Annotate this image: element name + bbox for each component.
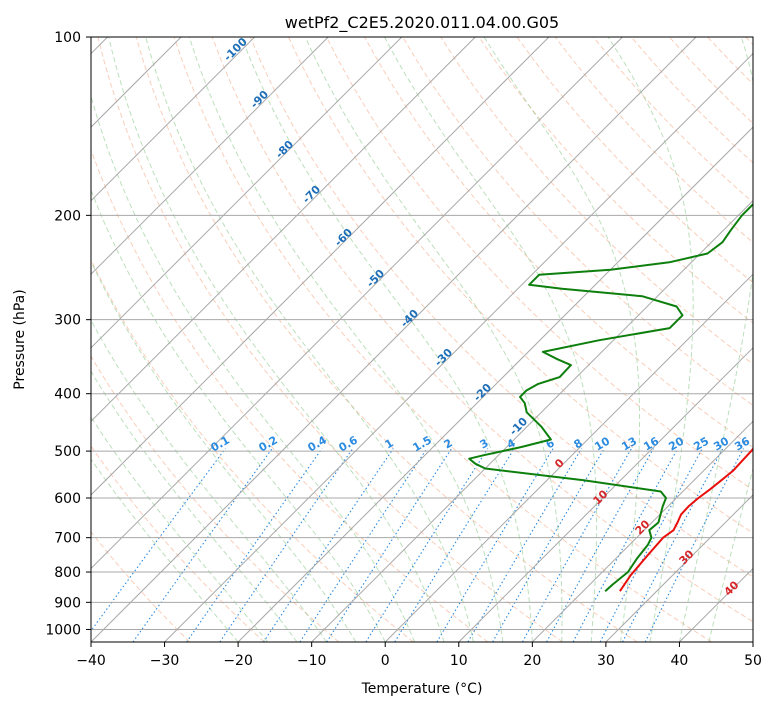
x-tick-label: −20 (223, 653, 253, 669)
sounding-profiles (468, 202, 753, 592)
x-tick-label: 50 (744, 653, 762, 669)
mixing-ratio-line (263, 448, 394, 642)
dry-adiabat-line (249, 37, 753, 578)
y-tick-label: 400 (54, 387, 81, 403)
isotherm-line (458, 347, 753, 642)
moist-adiabat-line (708, 466, 753, 642)
dry-adiabat-line (516, 37, 753, 284)
moist-adiabat-line (607, 37, 694, 642)
mixing-ratio-line (186, 448, 323, 642)
y-tick-label: 100 (54, 30, 81, 46)
moist-adiabat-line (91, 188, 386, 642)
dry-adiabat-line (135, 37, 638, 642)
plot-frame (90, 36, 754, 643)
moist-adiabat-line (91, 260, 357, 642)
moist-adiabat-line (145, 37, 474, 642)
mixing-ratio-line (492, 448, 605, 642)
x-tick-label: 40 (671, 653, 689, 669)
x-axis-label: Temperature (°C) (361, 681, 483, 697)
isotherm-line (91, 37, 403, 349)
moist-adiabat-line (241, 37, 533, 642)
mixing-ratio-line (219, 448, 354, 642)
mixing-ratio-line (467, 448, 583, 642)
y-tick-label: 700 (54, 531, 81, 547)
mixing-ratio-line (91, 448, 226, 632)
plot-background (91, 37, 753, 642)
y-tick-label: 800 (54, 565, 81, 581)
x-tick-label: 10 (450, 653, 468, 669)
mixing-ratio-line (394, 448, 515, 642)
mixing-ratio-line (572, 448, 679, 642)
x-tick-label: −10 (297, 653, 327, 669)
y-axis-label: Pressure (hPa) (12, 289, 28, 389)
y-tick-label: 300 (54, 313, 81, 329)
dry-adiabat-line (326, 37, 753, 491)
moist-adiabat-line (678, 37, 753, 642)
dry-adiabat-line (211, 37, 753, 623)
dry-adiabat-line (478, 37, 753, 324)
moist-adiabat-line (91, 416, 268, 642)
x-tick-label: 20 (523, 653, 541, 669)
temperature-profile-line (619, 447, 753, 592)
isotherm-line (311, 199, 753, 642)
x-tick-label: 30 (597, 653, 615, 669)
y-axis: 100 200 300 400 500 600 700 800 900 1000 (45, 30, 91, 638)
pressure-gridlines (91, 37, 753, 630)
isotherm-line (91, 37, 476, 423)
y-tick-label: 600 (54, 491, 81, 507)
isotherm-line (384, 273, 753, 642)
isotherm-line (752, 641, 753, 642)
y-tick-label: 900 (54, 595, 81, 611)
isotherms (91, 37, 753, 642)
isotherm-line (531, 420, 753, 642)
isotherm-line (91, 37, 256, 202)
x-axis: −40 −30 −20 −10 0 10 20 30 40 50 (76, 642, 762, 669)
dry-adiabat-line (91, 355, 340, 642)
mixing-ratio-line (622, 448, 724, 642)
isotherm-line (91, 37, 329, 275)
isotherm-line (91, 37, 697, 642)
moist-adiabat-line (384, 37, 598, 642)
mixing-ratio-line (365, 448, 489, 642)
moist-adiabat-line (91, 319, 327, 642)
y-tick-label: 500 (54, 444, 81, 460)
isotherm-line (91, 37, 623, 570)
dry-adiabat-line (91, 531, 191, 642)
chart-title: wetPf2_C2E5.2020.011.04.00.G05 (285, 13, 559, 33)
x-tick-label: −40 (76, 653, 106, 669)
mixing-ratio-line (326, 448, 453, 642)
isotherm-line (605, 494, 753, 642)
moist-adiabat-line (304, 37, 563, 642)
mixing-ratio-line (132, 448, 273, 642)
x-tick-label: 0 (381, 653, 390, 669)
mixing-ratio-line (299, 448, 428, 642)
moist-adiabat-line (91, 458, 239, 642)
y-tick-label: 1000 (45, 622, 81, 638)
isotherm-line (91, 37, 550, 496)
dry-adiabat-line (91, 445, 265, 642)
y-tick-label: 200 (54, 208, 81, 224)
isotherm-line (237, 126, 753, 642)
moist-adiabats (91, 37, 753, 642)
isotherm-line (164, 52, 753, 642)
dry-adiabat-line (91, 148, 489, 642)
x-tick-label: −30 (150, 653, 180, 669)
moist-adiabat-line (108, 37, 445, 642)
dry-adiabat-line (97, 37, 563, 642)
moist-adiabat-line (188, 37, 504, 642)
dry-adiabat-line (402, 37, 753, 407)
dewpoint-profile-line (468, 202, 753, 592)
